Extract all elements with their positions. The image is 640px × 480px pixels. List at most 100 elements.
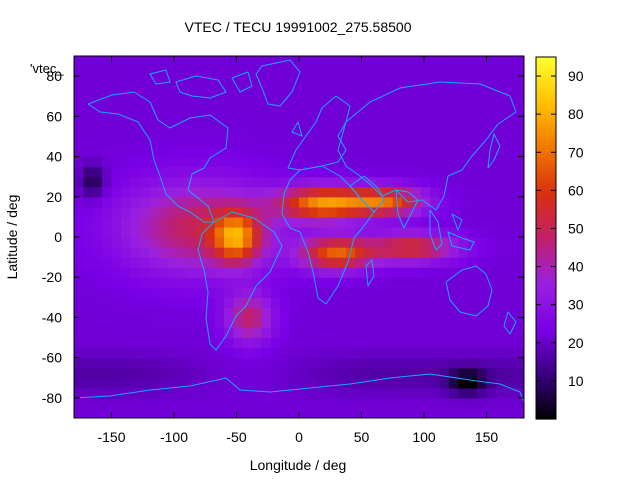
heatmap-cell (252, 387, 263, 399)
heatmap-cell (195, 186, 206, 198)
colorbar-step (536, 298, 556, 302)
heatmap-cell (345, 96, 356, 107)
heatmap-cell (83, 116, 94, 127)
heatmap-cell (336, 116, 347, 127)
heatmap-cell (111, 257, 122, 268)
heatmap-cell (374, 327, 384, 339)
heatmap-cell (458, 66, 469, 77)
heatmap-cell (495, 277, 506, 288)
heatmap-cell (139, 247, 150, 258)
heatmap-cell (336, 387, 347, 399)
heatmap-cell (402, 96, 413, 107)
heatmap-cell (317, 146, 328, 158)
heatmap-cell (205, 327, 216, 339)
heatmap-cell (130, 116, 141, 127)
heatmap-cell (514, 216, 524, 228)
heatmap-cell (120, 96, 131, 107)
heatmap-cell (345, 106, 356, 117)
heatmap-cell (205, 377, 216, 389)
heatmap-cell (102, 106, 113, 117)
heatmap-cell (74, 237, 84, 248)
heatmap-cell (261, 247, 272, 258)
heatmap-cell (177, 377, 188, 389)
heatmap-cell (233, 86, 244, 97)
heatmap-cell (336, 96, 347, 107)
heatmap-cell (270, 297, 281, 308)
heatmap-cell (449, 196, 459, 208)
heatmap-cell (280, 397, 291, 409)
heatmap-cell (130, 86, 141, 97)
heatmap-cell (364, 397, 375, 409)
heatmap-cell (420, 86, 431, 97)
heatmap-cell (130, 176, 141, 188)
heatmap-cell (449, 76, 459, 87)
heatmap-cell (205, 226, 216, 238)
heatmap-cell (242, 357, 253, 369)
heatmap-cell (439, 377, 450, 389)
heatmap-cell (317, 66, 328, 77)
heatmap-cell (458, 267, 469, 278)
heatmap-cell (355, 367, 366, 379)
heatmap-cell (458, 327, 469, 339)
heatmap-cell (214, 377, 225, 389)
colorbar-tick-label: 90 (568, 68, 584, 84)
heatmap-cell (167, 116, 178, 127)
heatmap-cell (327, 317, 338, 329)
heatmap-cell (411, 317, 422, 329)
heatmap-cell (392, 66, 403, 77)
heatmap-cell (449, 287, 459, 298)
heatmap-cell (261, 176, 272, 188)
heatmap-cell (139, 357, 150, 369)
heatmap-cell (92, 156, 103, 168)
heatmap-cell (139, 176, 150, 188)
heatmap-cell (420, 56, 431, 67)
heatmap-cell (158, 367, 169, 379)
heatmap-cell (252, 367, 263, 379)
heatmap-cell (458, 257, 469, 268)
heatmap-cell (83, 237, 94, 248)
colorbar-step (536, 265, 556, 269)
heatmap-cell (439, 297, 450, 308)
heatmap-cell (392, 287, 403, 298)
heatmap-cell (336, 337, 347, 349)
heatmap-cell (158, 206, 169, 218)
heatmap-cell (177, 297, 188, 308)
heatmap-cell (74, 327, 84, 339)
heatmap-cell (120, 156, 131, 168)
heatmap-cell (486, 96, 497, 107)
heatmap-cell (364, 86, 375, 97)
heatmap-cell (374, 216, 384, 228)
heatmap-cell (336, 126, 347, 138)
heatmap-cell (195, 116, 206, 127)
heatmap-cell (252, 166, 263, 178)
heatmap-cell (364, 407, 375, 418)
heatmap-cell (383, 317, 394, 329)
heatmap-cell (177, 106, 188, 117)
heatmap-cell (289, 66, 300, 77)
heatmap-cell (355, 317, 366, 329)
heatmap-cell (186, 206, 197, 218)
heatmap-cell (177, 287, 188, 298)
heatmap-cell (345, 186, 356, 198)
heatmap-cell (252, 66, 263, 77)
heatmap-cell (308, 247, 319, 258)
heatmap-cell (458, 226, 469, 238)
heatmap-cell (327, 247, 338, 258)
heatmap-cell (467, 367, 478, 379)
heatmap-cell (486, 126, 497, 138)
colorbar-step (536, 108, 556, 112)
heatmap-cell (495, 247, 506, 258)
heatmap-cell (439, 206, 450, 218)
heatmap-cell (242, 226, 253, 238)
heatmap-cell (420, 307, 431, 319)
heatmap-cell (224, 247, 234, 258)
heatmap-cell (374, 377, 384, 389)
heatmap-cell (177, 146, 188, 158)
heatmap-cell (149, 297, 159, 308)
heatmap-cell (252, 196, 263, 208)
heatmap-cell (92, 206, 103, 218)
heatmap-cell (383, 166, 394, 178)
heatmap-cell (505, 56, 516, 67)
heatmap-cell (449, 106, 459, 117)
heatmap-cell (92, 56, 103, 67)
